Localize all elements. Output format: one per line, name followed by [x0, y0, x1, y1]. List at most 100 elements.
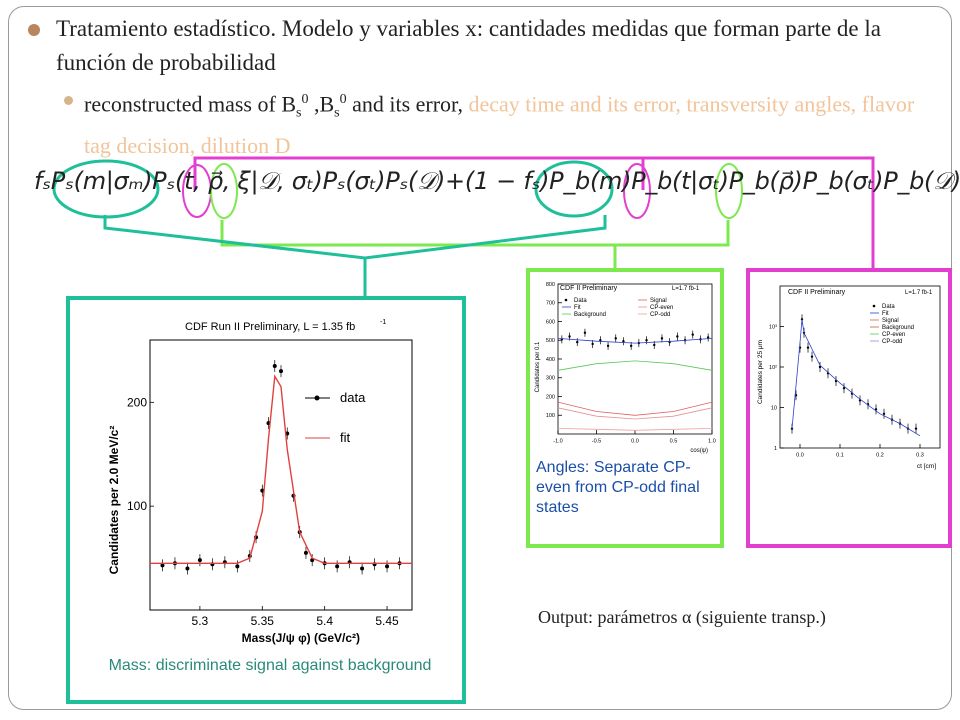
x-tick-label: -0.5 — [592, 439, 601, 445]
y-tick-label: 10 — [771, 405, 777, 411]
angles-plot: CDF II Preliminary L=1.7 fb-1 Candidates… — [535, 282, 716, 454]
x-tick-label: 0.3 — [916, 453, 924, 459]
x-tick-label: 5.4 — [316, 614, 333, 628]
mass-caption: Mass: discriminate signal against backgr… — [108, 657, 432, 674]
angles-plot-title: CDF II Preliminary — [560, 285, 618, 292]
x-tick-label: -1.0 — [553, 439, 562, 445]
mass-marks: 5.3 5.35 5.4 5.45 100 200 — [127, 359, 412, 628]
series-line-fit — [791, 319, 921, 437]
highlighted-variables: decay time and its error, transversity a… — [84, 91, 915, 158]
y-tick-label: 10² — [769, 365, 777, 371]
data-point — [606, 344, 610, 348]
mass-axes-frame — [149, 339, 413, 611]
data-point — [568, 335, 571, 338]
x-tick-label: 0.1 — [836, 453, 844, 459]
data-point — [645, 339, 648, 342]
y-tick-label: 100 — [127, 499, 147, 513]
data-point — [810, 355, 814, 358]
legend-label: Fit — [574, 305, 581, 311]
data-point — [272, 363, 277, 368]
time-ylabel: Candidates per 25 μm — [757, 340, 764, 404]
data-point — [335, 564, 340, 569]
legend-label: Data — [574, 298, 587, 304]
angles-caption: Angles: Separate CP-even from CP-odd fin… — [536, 459, 700, 516]
y-tick-label: 200 — [127, 395, 147, 409]
series-line-fit — [150, 374, 412, 564]
mass-plot-title-sup: -1 — [380, 319, 386, 326]
mass-plot: CDF Run II Preliminary, L = 1.35 fb -1 C… — [107, 319, 413, 645]
legend-label: CP-odd — [882, 339, 902, 345]
data-point — [629, 344, 633, 348]
angles-panel: CDF II Preliminary L=1.7 fb-1 Candidates… — [526, 268, 724, 548]
series-line-cp-even — [557, 407, 713, 420]
x-tick-label: 5.35 — [251, 614, 275, 628]
bullet-dot-level2 — [64, 96, 73, 105]
legend-label: CP-odd — [650, 312, 670, 318]
mass-plot-title: CDF Run II Preliminary, L = 1.35 fb — [185, 321, 355, 333]
legend-label: Data — [882, 304, 895, 310]
bullet-text-level1: Tratamiento estadístico. Modelo y variab… — [56, 16, 881, 75]
angles-lumi: L=1.7 fb-1 — [672, 286, 700, 292]
legend-label: Signal — [882, 318, 899, 324]
data-point — [360, 566, 365, 571]
bullet-dot-level1 — [28, 24, 40, 36]
y-tick-label: 1 — [774, 446, 777, 452]
y-tick-label: 800 — [546, 282, 555, 288]
series-line-background — [557, 360, 713, 371]
x-tick-label: 5.45 — [375, 614, 399, 628]
series-line-cp-odd — [557, 428, 713, 431]
legend-data-marker — [872, 304, 876, 308]
data-point — [660, 337, 664, 340]
x-tick-label: 0.2 — [876, 453, 884, 459]
legend-data-marker — [564, 298, 568, 302]
data-point — [160, 563, 165, 568]
y-tick-label: 10³ — [769, 324, 777, 330]
data-point — [622, 339, 625, 343]
legend-label: Fit — [882, 311, 889, 317]
data-point — [818, 365, 822, 369]
x-tick-label: 1.0 — [708, 439, 716, 445]
angles-xlabel: cos(ψ) — [690, 448, 708, 454]
time-plot-title: CDF II Preliminary — [788, 289, 846, 296]
output-note: Output: parámetros α (siguiente transp.) — [538, 607, 826, 627]
legend-label: CP-even — [882, 332, 905, 338]
data-point — [279, 369, 283, 374]
series-line-signal — [557, 401, 713, 416]
mass-ylabel: Candidates per 2.0 MeV/c² — [107, 426, 121, 575]
data-point — [882, 412, 886, 415]
y-tick-label: 600 — [546, 319, 555, 325]
angles-axes-frame — [557, 283, 713, 435]
mass-panel: CDF Run II Preliminary, L = 1.35 fb -1 C… — [66, 296, 466, 704]
x-tick-label: 5.3 — [192, 614, 209, 628]
x-tick-label: 0.0 — [631, 439, 639, 445]
legend-label: CP-even — [650, 305, 673, 311]
data-point — [691, 333, 694, 336]
data-point — [614, 337, 617, 340]
data-point — [583, 331, 587, 334]
data-point — [706, 336, 710, 339]
likelihood-formula: fₛPₛ(m|σₘ)Pₛ(t, ρ⃗, ξ|𝒟, σₜ)Pₛ(σₜ)Pₛ(𝒟)+… — [34, 167, 960, 195]
y-tick-label: 100 — [546, 413, 555, 419]
y-tick-label: 700 — [546, 301, 555, 307]
angles-ylabel: Candidates per 0.1 — [535, 341, 541, 392]
time-plot: CDF II Preliminary L=1.7 fb-1 Candidates… — [757, 285, 941, 470]
angles-marks: -1.0 -0.5 0.0 0.5 1.0 100 200 300 400 500 600 700 80… — [546, 282, 716, 445]
mass-xlabel: Mass(J/ψ φ) (GeV/c²) — [242, 631, 360, 645]
mass-legend-data: data — [340, 390, 366, 405]
time-lumi: L=1.7 fb-1 — [905, 290, 933, 296]
data-point — [806, 346, 810, 349]
time-panel: CDF II Preliminary L=1.7 fb-1 Candidates… — [746, 268, 952, 548]
x-tick-label: 0.0 — [796, 453, 804, 459]
data-point — [197, 558, 202, 563]
y-tick-label: 200 — [546, 394, 555, 400]
y-tick-label: 300 — [546, 376, 555, 382]
data-point — [591, 342, 594, 346]
data-point — [842, 386, 846, 390]
y-tick-label: 500 — [546, 338, 555, 344]
data-point — [676, 335, 679, 338]
series-line-fit — [557, 338, 713, 344]
bullet-text-level2: reconstructed mass of Bs0 ,Bs0 and its e… — [84, 91, 915, 158]
data-point — [599, 339, 602, 342]
